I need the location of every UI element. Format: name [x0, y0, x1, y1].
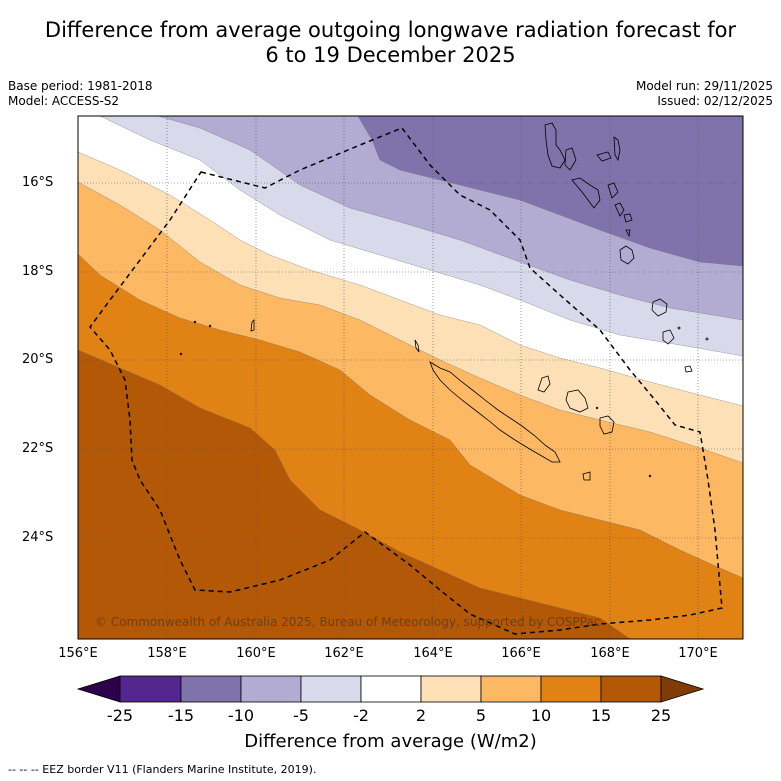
colorbar-label: 25 [650, 706, 672, 725]
colorbar-title: Difference from average (W/m2) [244, 731, 537, 752]
x-tick-label: 158°E [147, 646, 187, 661]
y-tick-label: 18°S [22, 264, 54, 279]
colorbar-label: -15 [167, 706, 195, 725]
colorbar-label: 5 [475, 706, 487, 725]
x-tick-label: 156°E [58, 646, 98, 661]
band-15-to-25 [78, 349, 631, 639]
colorbar-swatch-4 [360, 675, 422, 703]
colorbar-over-arrow [660, 675, 705, 703]
colorbar-swatch-3 [300, 675, 362, 703]
colorbar-label: 2 [415, 706, 427, 725]
eez-legend: -- -- -- EEZ border V11 (Flanders Marine… [8, 763, 317, 776]
colorbar-label: 10 [530, 706, 552, 725]
y-tick-label: 22°S [22, 441, 54, 456]
vanuatu-islands [544, 122, 709, 373]
x-tick-label: 170°E [678, 646, 718, 661]
model-name: Model: ACCESS-S2 [8, 94, 120, 108]
map-area: © Commonwealth of Australia 2025, Bureau… [78, 116, 743, 639]
y-tick-label: 16°S [22, 175, 54, 190]
colorbar-swatch-8 [600, 675, 662, 703]
colorbar-label: 15 [590, 706, 612, 725]
x-tick-label: 164°E [413, 646, 453, 661]
map-title: Difference from average outgoing longwav… [0, 18, 781, 68]
colorbar-swatch-0 [119, 675, 182, 703]
title-line-2: 6 to 19 December 2025 [265, 43, 516, 67]
y-tick-label: 24°S [22, 530, 54, 545]
base-period: Base period: 1981-2018 [8, 79, 153, 93]
meta-right: Model run: 29/11/2025 Issued: 02/12/2025 [636, 79, 773, 109]
colorbar-under-arrow [76, 675, 121, 703]
colorbar-swatch-5 [420, 675, 482, 703]
colorbar-label: -2 [353, 706, 369, 725]
x-tick-label: 162°E [324, 646, 364, 661]
map-frame [77, 115, 744, 640]
meta-left: Base period: 1981-2018 Model: ACCESS-S2 [8, 79, 153, 109]
colorbar-swatch-2 [240, 675, 302, 703]
colorbar-label: -5 [293, 706, 309, 725]
colorbar-swatch-6 [480, 675, 542, 703]
colorbar [76, 675, 705, 703]
y-tick-label: 20°S [22, 352, 54, 367]
model-run: Model run: 29/11/2025 [635, 79, 773, 93]
colorbar-swatch-1 [180, 675, 242, 703]
issued-date: Issued: 02/12/2025 [657, 94, 773, 108]
new-caledonia [179, 319, 652, 481]
colorbar-label: -25 [106, 706, 134, 725]
x-tick-label: 160°E [236, 646, 276, 661]
x-tick-label: 168°E [590, 646, 630, 661]
graticule [78, 116, 743, 639]
eez-border [89, 127, 723, 635]
title-line-1: Difference from average outgoing longwav… [44, 18, 737, 42]
colorbar-label: -10 [227, 706, 255, 725]
colorbar-swatch-7 [540, 675, 602, 703]
copyright-text: © Commonwealth of Australia 2025, Bureau… [95, 615, 600, 629]
x-tick-label: 166°E [501, 646, 541, 661]
